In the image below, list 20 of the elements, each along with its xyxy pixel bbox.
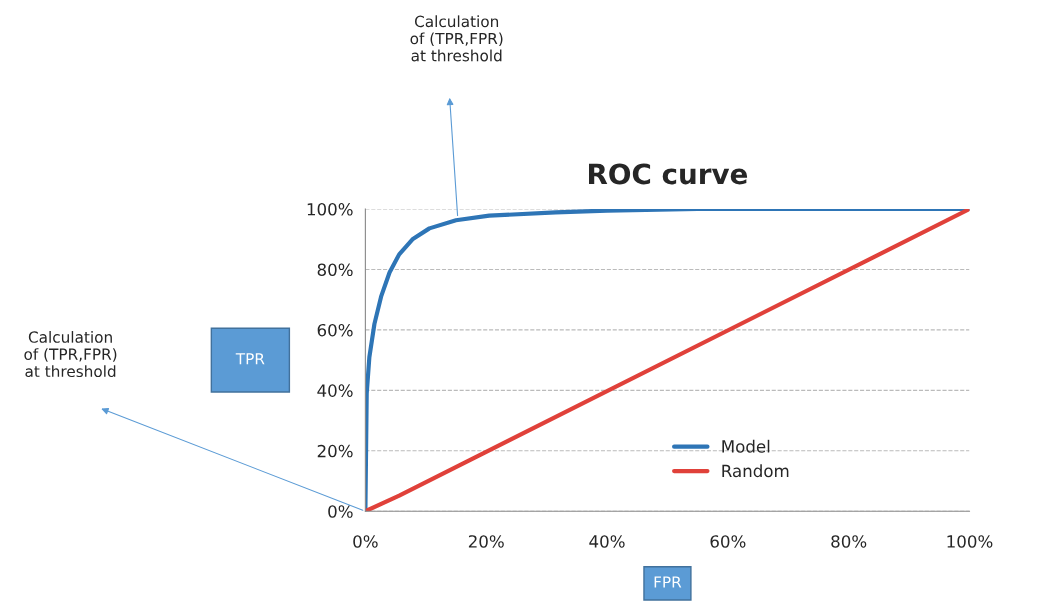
x-tick-label: 0% — [353, 535, 378, 548]
y-axis-title: TPR — [235, 353, 265, 365]
x-axis-title: FPR — [654, 576, 682, 588]
text: Calculation of (TPR,FPR) at threshold — [24, 331, 117, 378]
y-tick-label: 80% — [317, 263, 353, 277]
chart-title: ROC curve — [589, 163, 748, 185]
line-series — [365, 209, 970, 512]
x-tick-label: 80% — [831, 535, 867, 548]
x-tick-label: 60% — [710, 535, 746, 548]
x-tick-label: 20% — [468, 535, 504, 548]
text: Calculation of (TPR,FPR) at threshold — [410, 15, 503, 62]
x-tick-label: 100% — [947, 535, 993, 548]
y-tick-label: 100% — [307, 203, 353, 216]
y-tick-label: 60% — [317, 323, 353, 337]
y-tick-label: 40% — [317, 384, 353, 397]
y-tick-label: 0% — [328, 505, 353, 518]
legend-label: Model — [722, 439, 770, 453]
y-tick-label: 20% — [317, 444, 353, 458]
x-tick-label: 40% — [589, 535, 625, 548]
legend-label: Random — [722, 464, 789, 478]
